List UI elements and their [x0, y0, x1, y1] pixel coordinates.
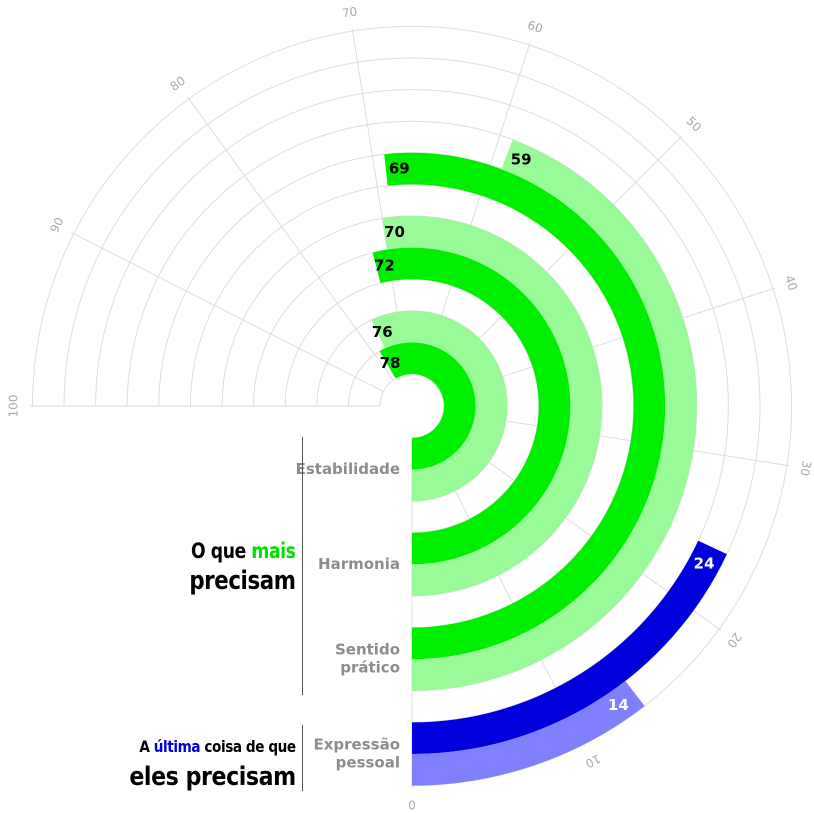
heading-bottom-text-end: coisa de que	[200, 737, 297, 756]
axis-tick-label: 50	[683, 114, 704, 135]
bar-primary	[379, 342, 476, 470]
category-label: Expressão	[313, 736, 400, 754]
divider-top	[302, 437, 303, 695]
data-labels: 78 76 72 70 69 59 24 14	[372, 151, 715, 714]
bar-primary	[372, 247, 571, 565]
axis-tick-labels: 0 10 20 30 40 50 60 70 80 90 100	[7, 4, 814, 811]
data-label: 78	[380, 354, 401, 372]
axis-tick-label: 20	[724, 630, 744, 651]
bar-primary	[412, 540, 727, 754]
axis-tick-label: 80	[167, 73, 188, 93]
heading-most-needed: O que mais precisam	[189, 536, 297, 596]
data-label: 70	[384, 223, 405, 241]
grid-spoke	[187, 96, 394, 381]
heading-bottom-line2: eles precisam	[129, 762, 297, 792]
category-label: Sentido	[335, 641, 400, 659]
data-label: 24	[694, 555, 715, 573]
grid-spoke	[71, 232, 384, 392]
heading-top-line2: precisam	[189, 566, 297, 596]
data-label: 72	[374, 257, 395, 275]
axis-tick-label: 30	[797, 460, 813, 477]
bar-secondary	[412, 680, 645, 786]
grid-ring	[379, 373, 445, 439]
axis-tick-label: 90	[47, 215, 66, 235]
data-label: 69	[389, 159, 410, 177]
axis-tick-label: 100	[7, 395, 21, 418]
heading-bottom-highlight: última	[154, 737, 201, 756]
axis-tick-label: 0	[408, 798, 416, 812]
category-label: Harmonia	[318, 555, 400, 573]
axis-tick-label: 60	[526, 18, 545, 36]
data-label: 76	[372, 323, 393, 341]
bar-primary	[384, 152, 666, 660]
bar-secondary	[371, 310, 508, 502]
category-label: pessoal	[336, 754, 400, 772]
bar-secondary	[412, 139, 697, 691]
axis-tick-label: 70	[341, 4, 358, 20]
heading-bottom-text: A	[139, 737, 155, 756]
heading-top-text: O que	[191, 539, 252, 563]
category-label: Estabilidade	[296, 460, 400, 478]
data-label: 59	[511, 151, 532, 169]
heading-top-highlight: mais	[251, 539, 296, 563]
chart-bars	[371, 139, 727, 786]
divider-bottom	[302, 725, 303, 791]
category-label: prático	[340, 659, 400, 677]
axis-tick-label: 10	[583, 751, 603, 770]
heading-least-needed: A última coisa de que eles precisam	[129, 734, 297, 794]
bar-secondary	[382, 216, 602, 597]
axis-tick-label: 40	[782, 273, 800, 292]
data-label: 14	[608, 696, 629, 714]
